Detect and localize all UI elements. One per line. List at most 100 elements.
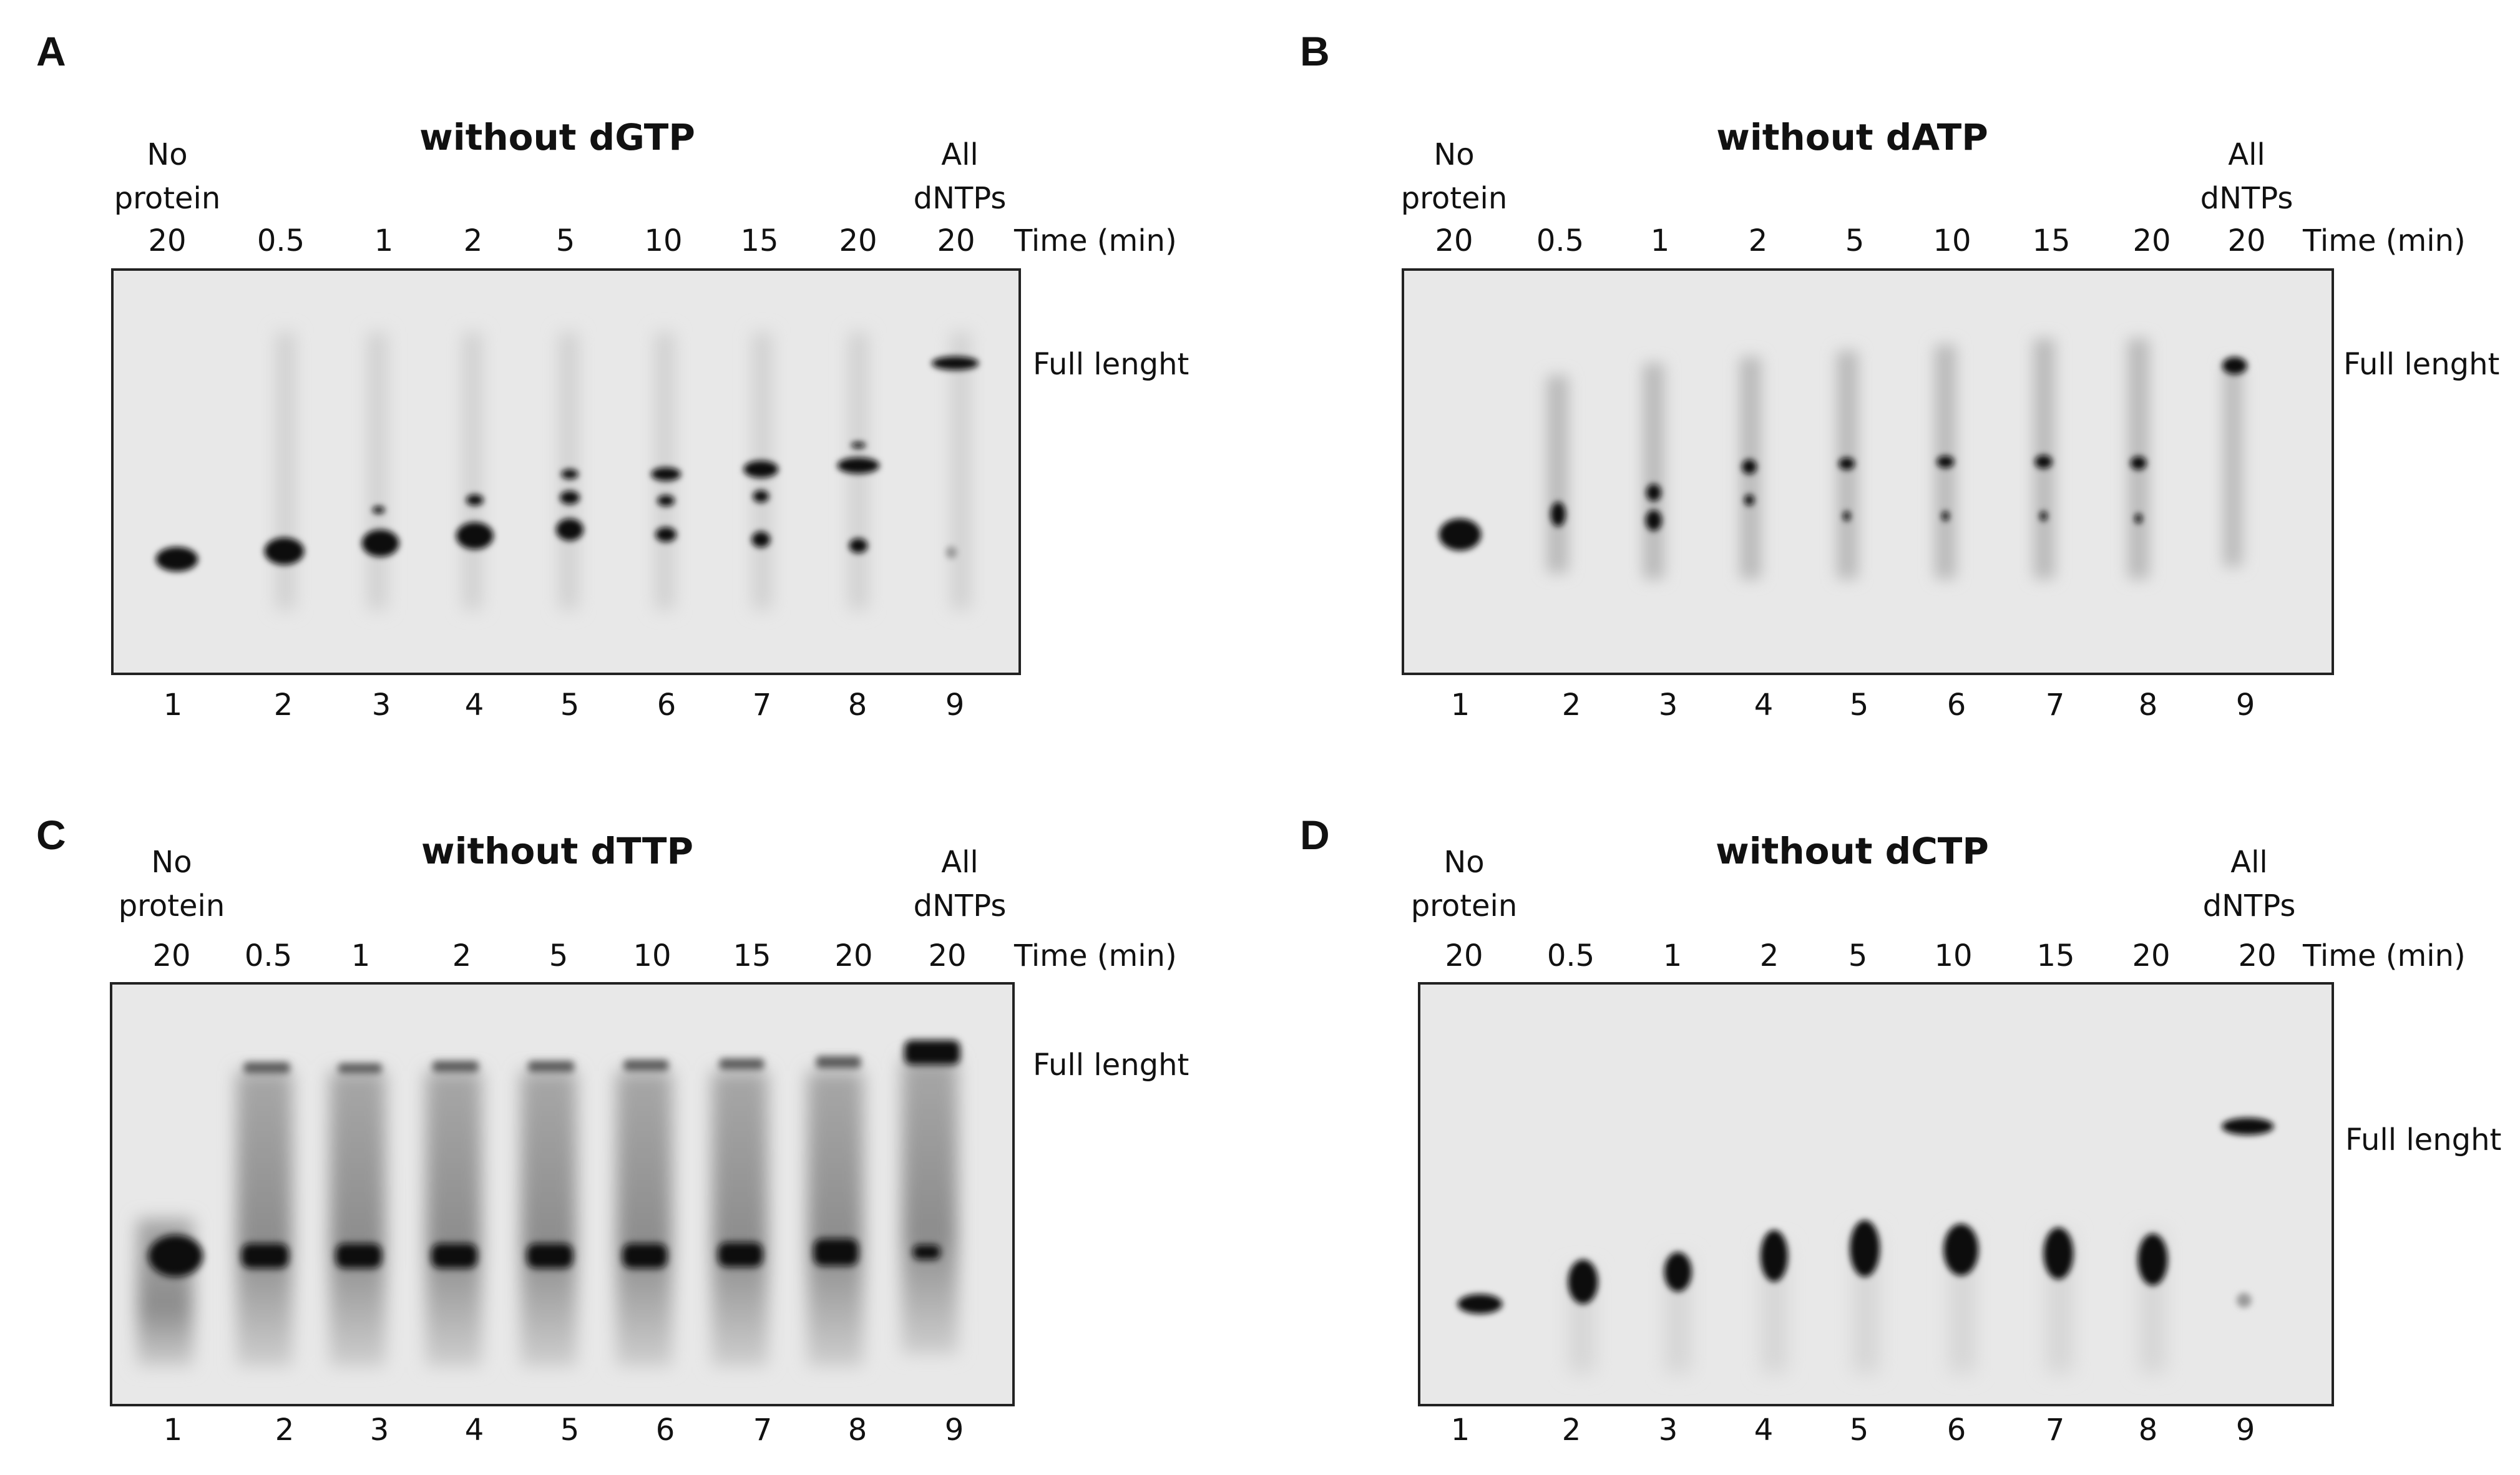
full-length-label: Full lenght: [2343, 347, 2500, 382]
band: [456, 522, 494, 550]
lane-number: 5: [1849, 1413, 1869, 1448]
gel-image: [1402, 268, 2334, 675]
lane-number: 6: [655, 1413, 675, 1448]
time-value: 20: [1435, 223, 1473, 258]
lane-number: 2: [1561, 1413, 1581, 1448]
lane-number: 1: [163, 1413, 183, 1448]
time-value: 0.5: [244, 938, 293, 973]
time-value: 2: [1748, 223, 1768, 258]
band: [2039, 511, 2048, 522]
lane-number: 5: [560, 688, 580, 723]
band: [1761, 1230, 1788, 1282]
no-protein-label: No protein: [1410, 845, 1518, 923]
band: [561, 469, 579, 479]
band: [816, 1056, 861, 1069]
no-protein-label: No protein: [114, 137, 221, 216]
panel-title: without dGTP: [419, 116, 695, 158]
time-value: 15: [2032, 223, 2071, 258]
band: [336, 1244, 382, 1268]
time-axis-label: Time (min): [1014, 223, 1177, 258]
lane-number: 9: [2235, 1413, 2255, 1448]
band: [1744, 494, 1754, 506]
band: [1843, 511, 1851, 522]
panel-title: without dCTP: [1716, 830, 1989, 872]
band: [556, 518, 584, 541]
time-value: 10: [633, 938, 672, 973]
time-value: 20: [2238, 938, 2277, 973]
all-dntps-label: All dNTPs: [913, 845, 1007, 923]
time-value: 15: [2036, 938, 2075, 973]
lane-number: 3: [1658, 688, 1678, 723]
band: [849, 538, 868, 553]
time-value: 20: [834, 938, 873, 973]
lane-number: 1: [163, 688, 183, 723]
time-value: 20: [2132, 223, 2171, 258]
panel-title: without dTTP: [421, 830, 694, 872]
lane-number: 9: [945, 688, 965, 723]
band: [431, 1244, 477, 1268]
band: [718, 1242, 763, 1267]
panel-letter: D: [1300, 812, 1330, 858]
band: [813, 1239, 859, 1266]
lane-number: 5: [560, 1413, 580, 1448]
panel-letter: B: [1300, 28, 1330, 74]
band: [1438, 518, 1482, 551]
band: [1550, 502, 1566, 527]
gel-image: [1418, 982, 2334, 1406]
time-value: 1: [351, 938, 371, 973]
lane-number: 3: [1658, 1413, 1678, 1448]
panel-title: without dATP: [1716, 116, 1988, 158]
band: [743, 460, 779, 478]
band: [527, 1244, 573, 1268]
lane-number: 6: [657, 688, 676, 723]
time-value: 20: [148, 223, 187, 258]
lane-number: 5: [1849, 688, 1869, 723]
time-axis-label: Time (min): [2303, 938, 2466, 973]
band: [751, 531, 771, 548]
band: [338, 1063, 382, 1074]
band: [657, 495, 675, 507]
band: [528, 1061, 574, 1073]
time-value: 0.5: [256, 223, 305, 258]
lane-number: 7: [2045, 1413, 2065, 1448]
time-axis-label: Time (min): [1014, 938, 1177, 973]
band: [931, 356, 979, 371]
band: [651, 467, 681, 481]
lane-number: 2: [273, 688, 293, 723]
time-value: 20: [839, 223, 877, 258]
lane-number: 8: [2138, 1413, 2158, 1448]
band: [155, 547, 198, 572]
time-value: 10: [644, 223, 683, 258]
time-value: 15: [740, 223, 779, 258]
band: [264, 537, 305, 565]
band: [904, 1039, 960, 1065]
band: [1936, 455, 1955, 469]
full-length-label: Full lenght: [1033, 347, 1189, 382]
all-dntps-label: All dNTPs: [2202, 845, 2296, 923]
band: [361, 529, 399, 557]
band: [148, 1235, 203, 1277]
lane-number: 8: [847, 1413, 867, 1448]
lane-number: 3: [369, 1413, 389, 1448]
band: [560, 490, 580, 505]
panel-letter: A: [36, 28, 66, 74]
time-value: 20: [1445, 938, 1483, 973]
band: [655, 527, 677, 542]
gel-image: [110, 982, 1015, 1406]
band: [1742, 459, 1757, 474]
lane-number: 1: [1450, 1413, 1470, 1448]
band: [466, 494, 484, 506]
full-length-label: Full lenght: [1033, 1048, 1189, 1083]
band: [1645, 510, 1662, 531]
lane-number: 6: [1946, 1413, 1966, 1448]
time-value: 2: [452, 938, 472, 973]
time-value: 5: [555, 223, 575, 258]
panel-letter: C: [36, 812, 66, 858]
band: [1839, 457, 1855, 470]
lane-number: 1: [1450, 688, 1470, 723]
band: [2130, 456, 2147, 470]
lane-number: 7: [752, 688, 772, 723]
time-value: 0.5: [1536, 223, 1585, 258]
band: [1457, 1294, 1503, 1314]
lane-number: 6: [1946, 688, 1966, 723]
